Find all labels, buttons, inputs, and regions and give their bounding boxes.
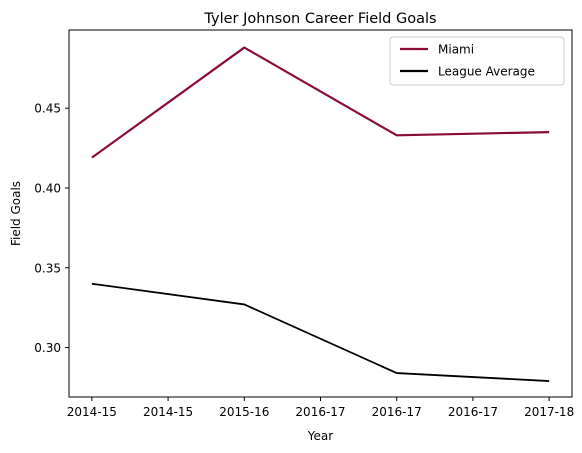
plot-layer: 2014-15 2014-15 2015-16 2016-17 2016-17 2016-… bbox=[34, 29, 574, 419]
x-tick-label: 2016-17 bbox=[295, 405, 345, 419]
x-tick-label: 2017-18 bbox=[524, 405, 574, 419]
y-tick-label: 0.30 bbox=[34, 341, 61, 355]
x-tick-label: 2015-16 bbox=[219, 405, 269, 419]
y-tick-label: 0.40 bbox=[34, 181, 61, 195]
y-tick-label: 0.45 bbox=[34, 102, 61, 116]
x-tick-label: 2014-15 bbox=[67, 405, 117, 419]
x-axis-label: Year bbox=[307, 429, 333, 443]
legend-box bbox=[389, 36, 565, 86]
legend: Miami League Average bbox=[389, 36, 565, 86]
y-tick-label: 0.35 bbox=[34, 261, 61, 275]
x-tick-label: 2014-15 bbox=[143, 405, 193, 419]
x-tick-label: 2016-17 bbox=[448, 405, 498, 419]
x-tick-label: 2016-17 bbox=[372, 405, 422, 419]
y-axis-label: Field Goals bbox=[9, 181, 23, 246]
chart-title: Tyler Johnson Career Field Goals bbox=[203, 11, 436, 27]
series-line-league-average bbox=[91, 282, 550, 382]
legend-label: League Average bbox=[438, 65, 535, 79]
legend-label: Miami bbox=[438, 43, 474, 57]
series-line-miami bbox=[91, 46, 550, 159]
